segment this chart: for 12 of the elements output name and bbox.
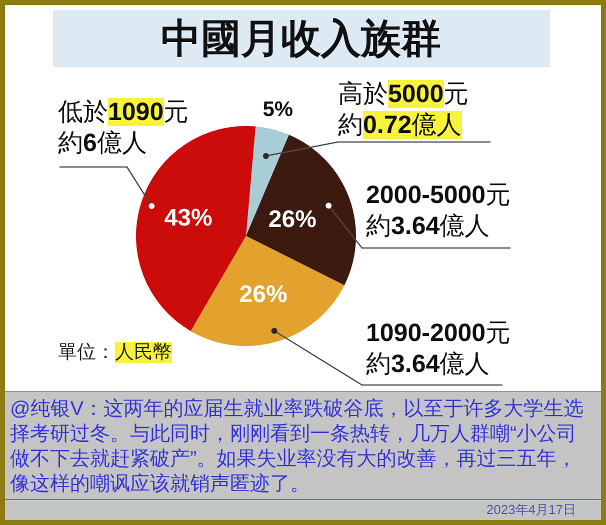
chart-title: 中國月收入族群 xyxy=(161,17,441,61)
annotation: 單位：人民幣 xyxy=(58,341,172,365)
category-label: 高於5000元約0.72億人 xyxy=(338,79,470,141)
data-label: 26% xyxy=(268,206,316,233)
category-label: 低於1090元約6億人 xyxy=(58,97,190,159)
annotation: 2023年4月17日 xyxy=(486,502,576,518)
data-label: 43% xyxy=(164,204,212,232)
data-label: 5% xyxy=(262,98,294,121)
category-label: 1090-2000元約3.64億人 xyxy=(366,318,512,380)
category-label: 2000-5000元約3.64億人 xyxy=(366,180,512,242)
annotation: @纯银V：这两年的应届生就业率跌破谷底，以至于许多大学生选择考研过冬。与此同时，刚刚看到一条热转，几万人群嘲“小公司做不下去就赶紧破产”。如果失业率没有大的改善，再过三五年，像这样的嘲讽应该就销声匿迹了。 xyxy=(10,397,585,497)
data-label: 26% xyxy=(239,280,288,308)
